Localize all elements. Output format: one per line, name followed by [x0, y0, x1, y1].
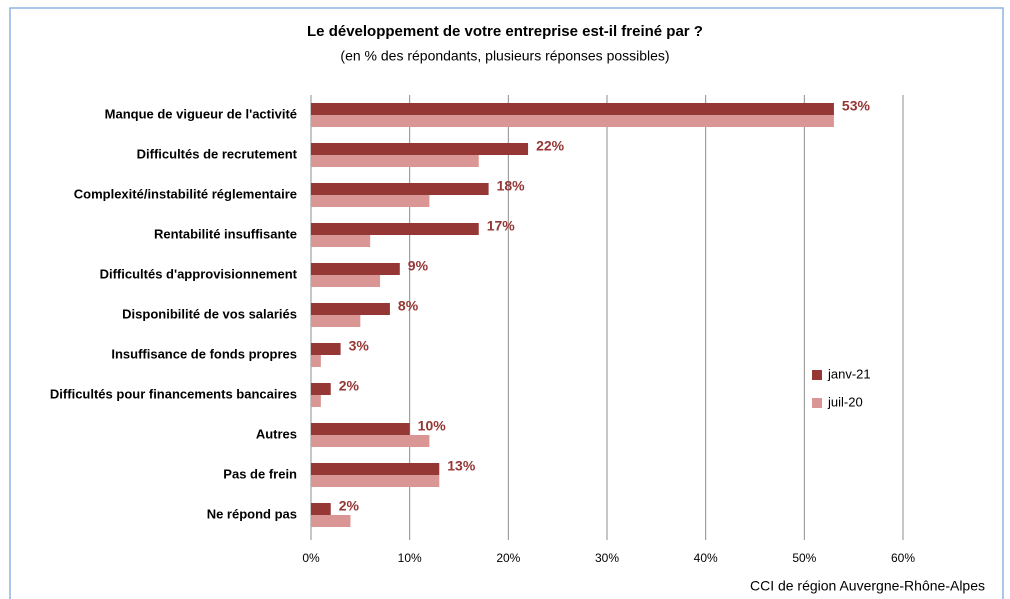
category-label: Autres: [256, 426, 297, 441]
bar: [311, 155, 479, 167]
category-label: Difficultés pour financements bancaires: [50, 386, 297, 401]
bar: [311, 235, 371, 247]
x-tick-label: 60%: [891, 551, 915, 565]
value-label: 17%: [487, 218, 516, 234]
legend-label: janv-21: [827, 366, 871, 381]
bar: [311, 103, 834, 115]
x-tick-label: 10%: [398, 551, 422, 565]
legend-swatch: [812, 370, 822, 380]
category-label: Difficultés d'approvisionnement: [100, 266, 298, 281]
frame: [9, 7, 1004, 599]
category-label: Manque de vigueur de l'activité: [105, 106, 297, 121]
category-label: Difficultés de recrutement: [137, 146, 298, 161]
bar: [311, 435, 430, 447]
bar: [311, 423, 410, 435]
x-tick-label: 0%: [302, 551, 320, 565]
x-tick-label: 30%: [595, 551, 619, 565]
chart-title: Le développement de votre entreprise est…: [307, 23, 703, 40]
legend-swatch: [812, 398, 822, 408]
value-label: 18%: [497, 178, 526, 194]
bar: [311, 355, 321, 367]
bar: [311, 223, 479, 235]
bar: [311, 383, 331, 395]
legend-label: juil-20: [827, 394, 863, 409]
bar: [311, 263, 400, 275]
bar: [311, 275, 381, 287]
bar: [311, 303, 390, 315]
bar: [311, 395, 321, 407]
bar: [311, 183, 489, 195]
source: CCI de région Auvergne-Rhône-Alpes: [750, 578, 985, 594]
category-label: Rentabilité insuffisante: [154, 226, 297, 241]
bar: [311, 343, 341, 355]
value-label: 53%: [842, 98, 871, 114]
category-label: Insuffisance de fonds propres: [111, 346, 297, 361]
value-label: 3%: [349, 338, 370, 354]
bar: [311, 143, 529, 155]
x-tick-label: 40%: [694, 551, 718, 565]
value-label: 9%: [408, 258, 429, 274]
bar: [311, 503, 331, 515]
bar: [311, 115, 834, 127]
value-label: 13%: [447, 458, 476, 474]
bar: [311, 315, 361, 327]
category-label: Pas de frein: [223, 466, 297, 481]
bar: [311, 463, 440, 475]
bar: [311, 195, 430, 207]
value-label: 10%: [418, 418, 447, 434]
value-label: 2%: [339, 378, 360, 394]
bar: [311, 475, 440, 487]
value-label: 8%: [398, 298, 419, 314]
value-label: 2%: [339, 498, 360, 514]
bar: [311, 515, 351, 527]
chart-subtitle: (en % des répondants, plusieurs réponses…: [340, 48, 669, 64]
value-label: 22%: [536, 138, 565, 154]
x-tick-label: 20%: [496, 551, 520, 565]
category-label: Complexité/instabilité réglementaire: [74, 186, 297, 201]
category-label: Disponibilité de vos salariés: [122, 306, 297, 321]
x-tick-label: 50%: [792, 551, 816, 565]
category-label: Ne répond pas: [207, 506, 297, 521]
